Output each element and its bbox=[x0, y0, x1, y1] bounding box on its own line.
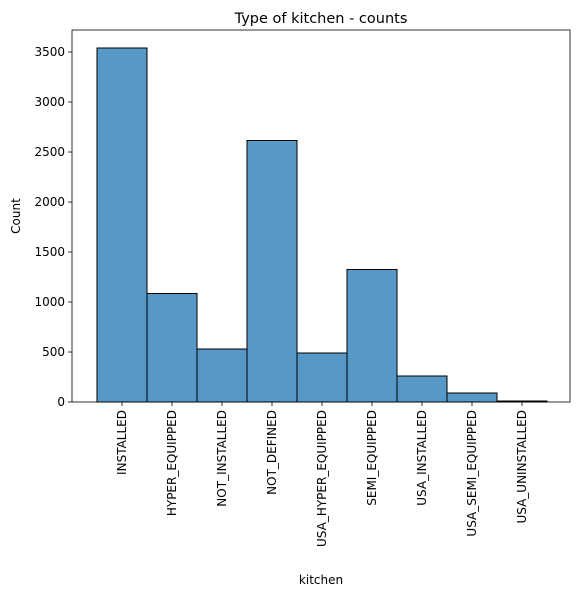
bar-usa-installed bbox=[396, 375, 448, 403]
x-tick-label: USA_INSTALLED bbox=[415, 410, 429, 506]
bar-not-defined bbox=[246, 140, 298, 403]
x-tick-label: NOT_INSTALLED bbox=[215, 410, 229, 507]
y-tick-label: 0 bbox=[57, 395, 65, 409]
bars bbox=[96, 47, 548, 403]
y-tick-label: 3500 bbox=[34, 45, 65, 59]
y-axis-ticks: 0 500 1000 1500 2000 2500 3000 3500 bbox=[34, 45, 72, 409]
y-tick-label: 1500 bbox=[34, 245, 65, 259]
y-tick-label: 2000 bbox=[34, 195, 65, 209]
x-tick-label: SEMI_EQUIPPED bbox=[365, 410, 379, 506]
y-tick-label: 3000 bbox=[34, 95, 65, 109]
bar-installed bbox=[96, 47, 148, 403]
x-tick-label: USA_HYPER_EQUIPPED bbox=[315, 410, 329, 547]
y-tick-label: 2500 bbox=[34, 145, 65, 159]
bar-not-installed bbox=[196, 348, 248, 403]
bar-semi-equipped bbox=[346, 269, 398, 403]
bar-usa-hyper-equipped bbox=[296, 352, 348, 403]
x-tick-label: NOT_DEFINED bbox=[265, 410, 279, 495]
chart-title: Type of kitchen - counts bbox=[234, 11, 408, 27]
bar-hyper-equipped bbox=[146, 293, 198, 403]
y-tick-label: 500 bbox=[42, 345, 65, 359]
x-axis-label: kitchen bbox=[299, 573, 343, 587]
x-tick-label: HYPER_EQUIPPED bbox=[165, 410, 179, 516]
x-axis-ticks: INSTALLED HYPER_EQUIPPED NOT_INSTALLED NOT_… bbox=[115, 402, 529, 547]
bar-usa-semi-equipped bbox=[446, 392, 498, 403]
x-tick-label: USA_SEMI_EQUIPPED bbox=[465, 410, 479, 537]
plot-frame bbox=[71, 29, 571, 403]
y-tick-label: 1000 bbox=[34, 295, 65, 309]
x-tick-label: INSTALLED bbox=[115, 410, 129, 475]
y-axis-label: Count bbox=[9, 198, 23, 234]
x-tick-label: USA_UNINSTALLED bbox=[515, 410, 529, 524]
